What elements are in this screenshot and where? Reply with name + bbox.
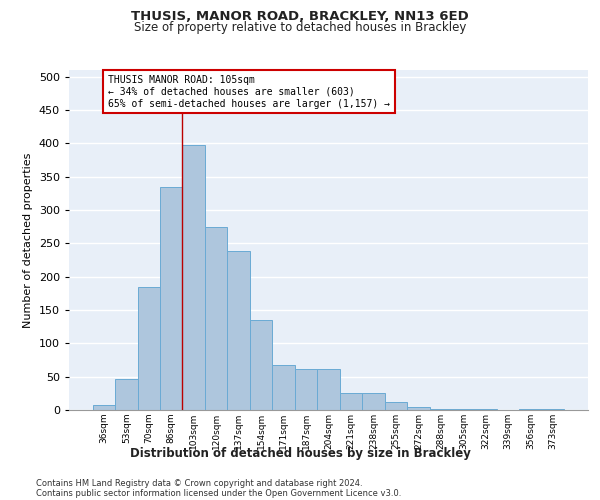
Text: Contains public sector information licensed under the Open Government Licence v3: Contains public sector information licen… xyxy=(36,489,401,498)
Bar xyxy=(160,186,182,410)
Bar xyxy=(272,364,295,410)
Bar xyxy=(92,404,115,410)
Bar xyxy=(205,226,227,410)
Bar xyxy=(295,368,317,410)
Text: Distribution of detached houses by size in Brackley: Distribution of detached houses by size … xyxy=(130,448,470,460)
Text: THUSIS MANOR ROAD: 105sqm
← 34% of detached houses are smaller (603)
65% of semi: THUSIS MANOR ROAD: 105sqm ← 34% of detac… xyxy=(109,76,391,108)
Bar xyxy=(227,252,250,410)
Bar xyxy=(115,380,137,410)
Bar xyxy=(340,394,362,410)
Y-axis label: Number of detached properties: Number of detached properties xyxy=(23,152,33,328)
Bar xyxy=(137,286,160,410)
Bar xyxy=(542,408,565,410)
Text: THUSIS, MANOR ROAD, BRACKLEY, NN13 6ED: THUSIS, MANOR ROAD, BRACKLEY, NN13 6ED xyxy=(131,10,469,23)
Bar xyxy=(407,408,430,410)
Bar xyxy=(362,394,385,410)
Text: Contains HM Land Registry data © Crown copyright and database right 2024.: Contains HM Land Registry data © Crown c… xyxy=(36,479,362,488)
Bar xyxy=(317,368,340,410)
Bar xyxy=(182,144,205,410)
Bar xyxy=(250,320,272,410)
Bar xyxy=(430,408,452,410)
Text: Size of property relative to detached houses in Brackley: Size of property relative to detached ho… xyxy=(134,21,466,34)
Bar xyxy=(385,402,407,410)
